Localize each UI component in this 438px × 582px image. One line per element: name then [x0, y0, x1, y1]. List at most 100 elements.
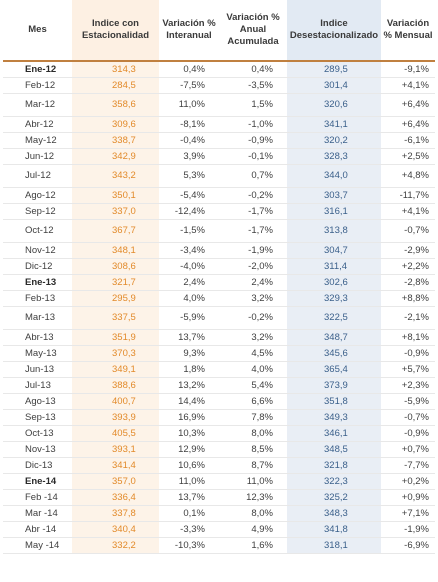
indice-desestacionalizado-cell: 344,0	[287, 164, 381, 188]
mes-cell: Mar-13	[3, 306, 72, 330]
mes-cell: Feb-12	[3, 77, 72, 94]
indice-estacionalidad-cell: 405,5	[72, 425, 159, 442]
variacion-acumulada-cell: -1,7%	[219, 203, 287, 220]
table-row: Jul-12 343,2 5,3% 0,7% 344,0 +4,8%	[3, 164, 435, 188]
table-row: Feb -14 336,4 13,7% 12,3% 325,2 +0,9%	[3, 489, 435, 506]
variacion-interanual-cell: 0,1%	[159, 505, 219, 522]
variacion-interanual-cell: -0,4%	[159, 132, 219, 149]
indice-estacionalidad-cell: 341,4	[72, 457, 159, 474]
variacion-mensual-cell: -11,7%	[381, 187, 435, 204]
indice-estacionalidad-cell: 338,7	[72, 132, 159, 149]
variacion-interanual-cell: 16,9%	[159, 409, 219, 426]
indice-desestacionalizado-cell: 303,7	[287, 187, 381, 204]
variacion-mensual-cell: -2,1%	[381, 306, 435, 330]
variacion-mensual-cell: -0,7%	[381, 409, 435, 426]
mes-cell: Abr-13	[3, 329, 72, 346]
indice-desestacionalizado-cell: 349,3	[287, 409, 381, 426]
table-row: Mar-12 358,6 11,0% 1,5% 320,6 +6,4%	[3, 93, 435, 117]
variacion-mensual-cell: -7,7%	[381, 457, 435, 474]
variacion-interanual-cell: 13,7%	[159, 329, 219, 346]
variacion-interanual-cell: -3,4%	[159, 242, 219, 259]
indice-desestacionalizado-cell: 304,7	[287, 242, 381, 259]
indice-estacionalidad-cell: 400,7	[72, 393, 159, 410]
mes-cell: Mar-12	[3, 93, 72, 117]
mes-cell: May -14	[3, 537, 72, 554]
indice-estacionalidad-cell: 393,9	[72, 409, 159, 426]
table-row: Ene-13 321,7 2,4% 2,4% 302,6 -2,8%	[3, 274, 435, 291]
indice-desestacionalizado-cell: 351,8	[287, 393, 381, 410]
header-indice-estacionalidad: Indice con Estacionalidad	[72, 0, 159, 62]
variacion-interanual-cell: 10,6%	[159, 457, 219, 474]
mes-cell: Dic-13	[3, 457, 72, 474]
variacion-mensual-cell: +7,1%	[381, 505, 435, 522]
variacion-acumulada-cell: -1,0%	[219, 116, 287, 133]
variacion-acumulada-cell: 2,4%	[219, 274, 287, 291]
table-row: Nov-12 348,1 -3,4% -1,9% 304,7 -2,9%	[3, 242, 435, 259]
indice-estacionalidad-cell: 309,6	[72, 116, 159, 133]
variacion-interanual-cell: -7,5%	[159, 77, 219, 94]
mes-cell: Oct-12	[3, 219, 72, 243]
table-row: Nov-13 393,1 12,9% 8,5% 348,5 +0,7%	[3, 441, 435, 458]
mes-cell: Nov-13	[3, 441, 72, 458]
variacion-mensual-cell: +6,4%	[381, 93, 435, 117]
indice-desestacionalizado-cell: 313,8	[287, 219, 381, 243]
variacion-mensual-cell: +2,3%	[381, 377, 435, 394]
indice-desestacionalizado-cell: 341,8	[287, 521, 381, 538]
variacion-acumulada-cell: 6,6%	[219, 393, 287, 410]
indice-desestacionalizado-cell: 301,4	[287, 77, 381, 94]
variacion-acumulada-cell: -1,7%	[219, 219, 287, 243]
header-mes: Mes	[3, 0, 72, 62]
indice-desestacionalizado-cell: 348,7	[287, 329, 381, 346]
table-row: May -14 332,2 -10,3% 1,6% 318,1 -6,9%	[3, 537, 435, 554]
variacion-interanual-cell: 11,0%	[159, 93, 219, 117]
variacion-acumulada-cell: 8,5%	[219, 441, 287, 458]
mes-cell: Abr-12	[3, 116, 72, 133]
indice-estacionalidad-cell: 332,2	[72, 537, 159, 554]
indice-desestacionalizado-cell: 341,1	[287, 116, 381, 133]
indice-estacionalidad-cell: 340,4	[72, 521, 159, 538]
indice-desestacionalizado-cell: 373,9	[287, 377, 381, 394]
indice-estacionalidad-cell: 321,7	[72, 274, 159, 291]
variacion-mensual-cell: +2,2%	[381, 258, 435, 275]
table-row: Jun-12 342,9 3,9% -0,1% 328,3 +2,5%	[3, 148, 435, 165]
indice-desestacionalizado-cell: 320,6	[287, 93, 381, 117]
variacion-interanual-cell: 9,3%	[159, 345, 219, 362]
variacion-interanual-cell: -8,1%	[159, 116, 219, 133]
indice-desestacionalizado-cell: 348,5	[287, 441, 381, 458]
indice-desestacionalizado-cell: 329,3	[287, 290, 381, 307]
variacion-mensual-cell: +2,5%	[381, 148, 435, 165]
indice-desestacionalizado-cell: 345,6	[287, 345, 381, 362]
table-row: Dic-13 341,4 10,6% 8,7% 321,8 -7,7%	[3, 457, 435, 474]
table-row: Oct-12 367,7 -1,5% -1,7% 313,8 -0,7%	[3, 219, 435, 243]
variacion-mensual-cell: +4,1%	[381, 77, 435, 94]
mes-cell: Ene-12	[3, 61, 72, 78]
variacion-acumulada-cell: -2,0%	[219, 258, 287, 275]
variacion-mensual-cell: +8,8%	[381, 290, 435, 307]
indice-desestacionalizado-cell: 365,4	[287, 361, 381, 378]
indice-estacionalidad-cell: 358,6	[72, 93, 159, 117]
table-row: Jul-13 388,6 13,2% 5,4% 373,9 +2,3%	[3, 377, 435, 394]
variacion-acumulada-cell: 8,0%	[219, 425, 287, 442]
variacion-acumulada-cell: 8,7%	[219, 457, 287, 474]
variacion-acumulada-cell: 1,5%	[219, 93, 287, 117]
indice-estacionalidad-cell: 295,9	[72, 290, 159, 307]
indice-estacionalidad-cell: 367,7	[72, 219, 159, 243]
variacion-interanual-cell: 2,4%	[159, 274, 219, 291]
table-row: Mar -14 337,8 0,1% 8,0% 348,3 +7,1%	[3, 505, 435, 522]
indice-estacionalidad-cell: 336,4	[72, 489, 159, 506]
table-row: May-13 370,3 9,3% 4,5% 345,6 -0,9%	[3, 345, 435, 362]
variacion-interanual-cell: 12,9%	[159, 441, 219, 458]
table-row: Jun-13 349,1 1,8% 4,0% 365,4 +5,7%	[3, 361, 435, 378]
index-table: Mes Indice con Estacionalidad Variación …	[3, 0, 435, 554]
variacion-mensual-cell: +4,8%	[381, 164, 435, 188]
table-row: Sep-12 337,0 -12,4% -1,7% 316,1 +4,1%	[3, 203, 435, 220]
variacion-acumulada-cell: 1,6%	[219, 537, 287, 554]
variacion-acumulada-cell: -0,2%	[219, 187, 287, 204]
mes-cell: Nov-12	[3, 242, 72, 259]
variacion-mensual-cell: +4,1%	[381, 203, 435, 220]
table-body: Ene-12 314,3 0,4% 0,4% 289,5 -9,1% Feb-12 284,5…	[3, 61, 435, 554]
mes-cell: Jun-13	[3, 361, 72, 378]
indice-desestacionalizado-cell: 318,1	[287, 537, 381, 554]
table-row: Ago-13 400,7 14,4% 6,6% 351,8 -5,9%	[3, 393, 435, 410]
mes-cell: Mar -14	[3, 505, 72, 522]
